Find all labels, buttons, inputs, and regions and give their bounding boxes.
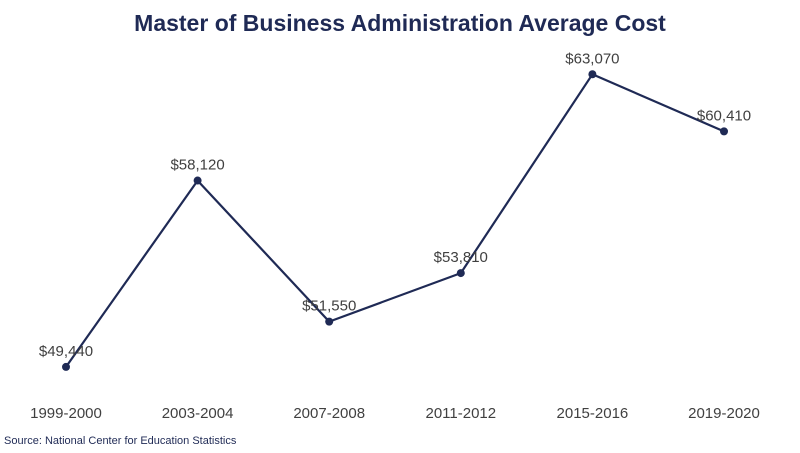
x-tick-label: 2015-2016 [557, 405, 629, 422]
data-point [456, 269, 465, 278]
data-point [720, 127, 728, 136]
data-point [62, 362, 70, 371]
series-line [65, 73, 725, 368]
data-label: $51,550 [302, 298, 356, 315]
series-layer [65, 73, 725, 368]
x-tick-label: 2003-2004 [162, 405, 234, 422]
x-tick-label: 2019-2020 [688, 405, 760, 422]
data-point [588, 70, 597, 79]
x-axis-ticks: 1999-2000 2003-2004 2007-2008 2011-2012 2015… [30, 405, 760, 422]
data-point [325, 317, 334, 326]
x-tick-label: 2011-2012 [425, 405, 496, 422]
data-label: $58,120 [170, 157, 224, 174]
points-layer [62, 70, 728, 371]
x-tick-label: 1999-2000 [30, 405, 102, 422]
source-note: Source: National Center for Education St… [4, 435, 237, 447]
x-tick-label: 2007-2008 [293, 405, 365, 422]
data-label: $63,070 [565, 50, 619, 67]
chart-title: Master of Business Administration Averag… [134, 10, 666, 36]
data-label: $49,440 [39, 343, 93, 360]
data-point [193, 176, 202, 185]
data-label: $53,810 [434, 249, 488, 266]
data-labels-layer: $49,440 $58,120 $51,550 $53,810 $63,070 $60,4… [39, 50, 751, 360]
data-label: $60,410 [697, 107, 751, 124]
